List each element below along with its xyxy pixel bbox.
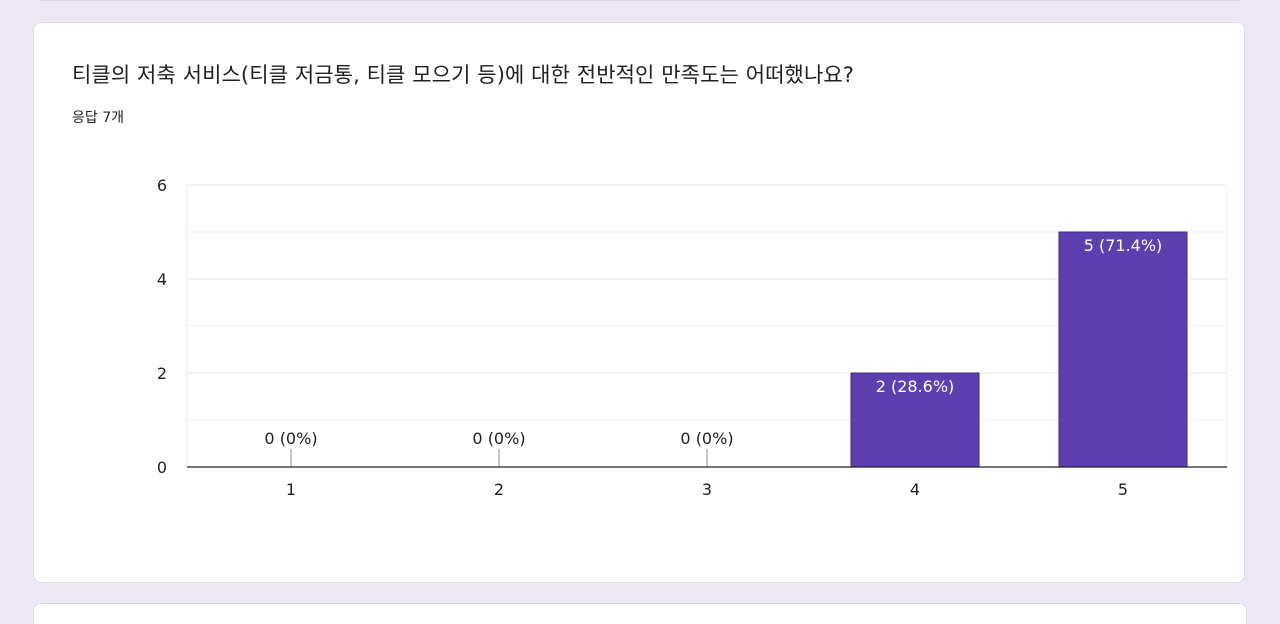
x-tick-label: 3 (702, 480, 712, 499)
previous-card-edge (33, 0, 1247, 1)
x-tick-label: 5 (1118, 480, 1128, 499)
x-tick-label: 4 (910, 480, 920, 499)
next-card-edge (33, 603, 1247, 624)
bar (1058, 231, 1188, 468)
y-tick-label: 0 (157, 458, 167, 477)
x-tick-label: 1 (286, 480, 296, 499)
question-title: 티클의 저축 서비스(티클 저금통, 티클 모으기 등)에 대한 전반적인 만족… (72, 63, 855, 87)
bar-chart: 0 2 4 6 0 (0%) 1 0 (0%) 2 0 (0%) 3 2 (28.6%) 4 5 (71… (157, 176, 1228, 499)
bar (850, 372, 980, 468)
data-label: 2 (28.6%) (876, 377, 955, 396)
y-tick-label: 4 (157, 270, 167, 289)
response-count: 응답 7개 (72, 110, 124, 126)
y-tick-label: 2 (157, 364, 167, 383)
data-label: 5 (71.4%) (1084, 236, 1163, 255)
data-label: 0 (0%) (680, 429, 733, 448)
y-tick-label: 6 (157, 176, 167, 195)
x-tick-label: 2 (494, 480, 504, 499)
question-summary-card: 티클의 저축 서비스(티클 저금통, 티클 모으기 등)에 대한 전반적인 만족… (33, 22, 1245, 583)
data-label: 0 (0%) (264, 429, 317, 448)
data-label: 0 (0%) (472, 429, 525, 448)
